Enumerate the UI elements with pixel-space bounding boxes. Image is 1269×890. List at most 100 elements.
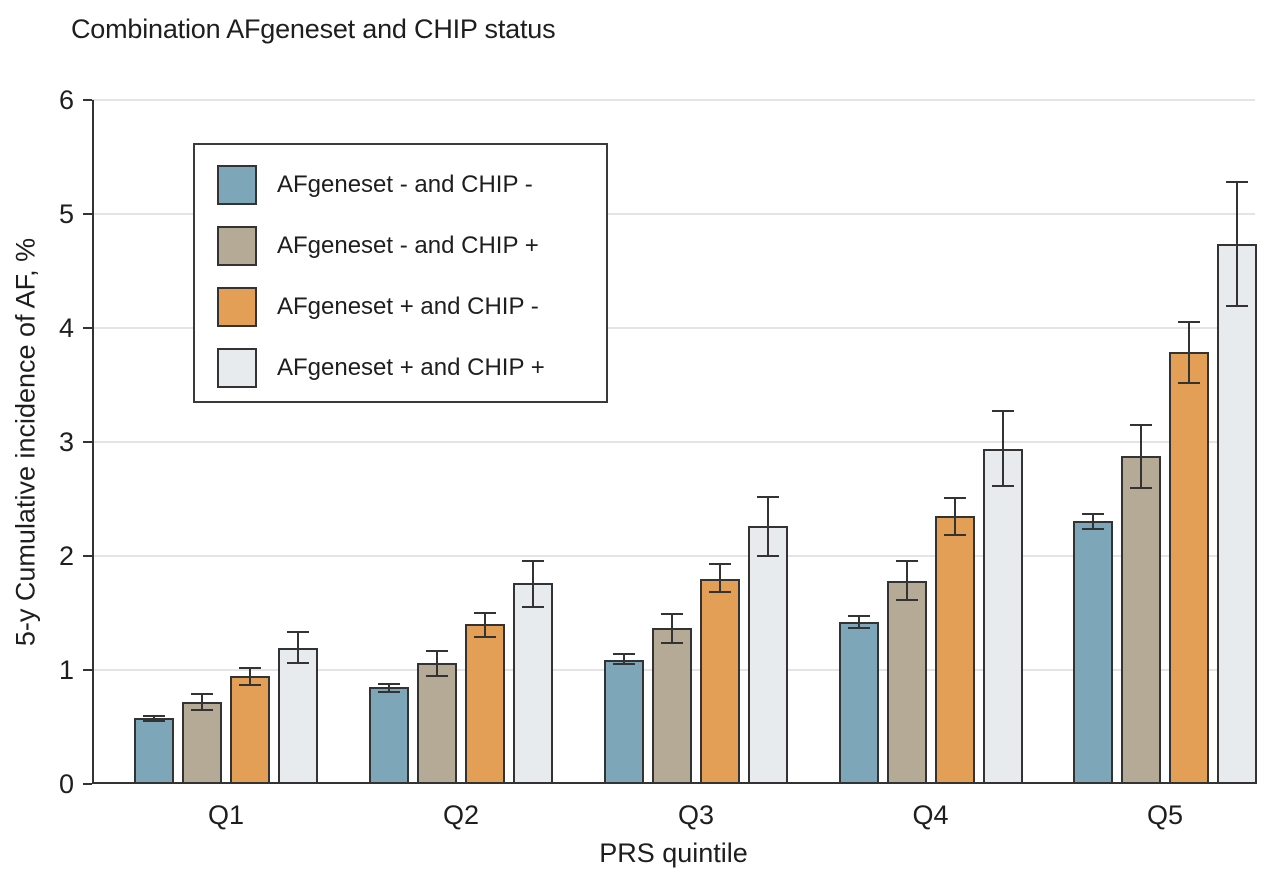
x-tick-label: Q2: [442, 800, 480, 830]
gridline: [92, 99, 1255, 101]
legend-label: AFgeneset + and CHIP -: [277, 293, 539, 320]
bar-Q4-s1: [838, 622, 879, 784]
error-bar-line: [671, 614, 673, 643]
error-bar-line: [532, 560, 534, 608]
y-tick-label: 1: [58, 655, 74, 685]
bar-Q4-s4: [982, 448, 1023, 784]
error-bar-cap: [943, 496, 966, 499]
legend-item: AFgeneset + and CHIP +: [195, 348, 606, 388]
error-bar-cap: [426, 674, 448, 677]
error-bar-line: [1001, 411, 1004, 487]
legend: AFgeneset - and CHIP - AFgeneset - and CH…: [193, 143, 608, 403]
bar-Q4-s2: [886, 581, 927, 784]
bar-Q2-s1: [369, 687, 409, 784]
error-bar-cap: [1178, 321, 1200, 324]
error-bar-line: [719, 563, 721, 593]
error-bar-cap: [757, 495, 779, 498]
y-tick-mark: [83, 669, 92, 671]
error-bar-cap: [191, 692, 213, 695]
bar-Q3-s2: [652, 627, 692, 784]
bar-Q3-s4: [748, 526, 788, 784]
y-tick-mark: [83, 783, 92, 785]
error-bar-cap: [613, 653, 635, 656]
y-tick-label: 4: [58, 313, 74, 343]
error-bar-line: [1140, 424, 1142, 488]
y-tick-mark: [83, 441, 92, 443]
bar-Q3-s1: [604, 659, 644, 784]
error-bar-cap: [943, 534, 966, 537]
error-bar-line: [249, 667, 251, 685]
bar-Q2-s2: [417, 663, 457, 784]
bar-Q4-s3: [934, 516, 975, 784]
bar-Q1-s1: [134, 717, 174, 784]
error-bar-line: [905, 560, 908, 601]
bar-Q5-s2: [1121, 455, 1161, 784]
legend-item: AFgeneset - and CHIP +: [195, 226, 606, 266]
error-bar-cap: [522, 559, 544, 562]
error-bar-cap: [191, 708, 213, 711]
bar-Q2-s3: [465, 624, 505, 784]
legend-swatch: [217, 348, 257, 388]
legend-swatch: [217, 226, 257, 266]
error-bar-cap: [1226, 305, 1248, 308]
error-bar-cap: [847, 626, 870, 629]
error-bar-line: [857, 616, 860, 628]
bar-Q2-s4: [513, 583, 553, 784]
bar-Q1-s4: [278, 648, 318, 784]
error-bar-cap: [287, 662, 309, 665]
legend-label: AFgeneset + and CHIP +: [277, 354, 545, 381]
error-bar-cap: [287, 631, 309, 634]
error-bar-cap: [1082, 527, 1104, 530]
error-bar-cap: [1130, 423, 1152, 426]
error-bar-cap: [474, 612, 496, 614]
legend-swatch: [217, 165, 257, 205]
y-tick-label: 0: [58, 769, 74, 799]
error-bar-cap: [895, 599, 918, 602]
error-bar-line: [1092, 513, 1094, 529]
error-bar-cap: [1130, 486, 1152, 489]
chart-title: Combination AFgeneset and CHIP status: [71, 14, 556, 44]
error-bar-cap: [991, 410, 1014, 413]
gridline: [92, 327, 1255, 329]
y-tick-label: 6: [58, 85, 74, 115]
error-bar-cap: [757, 555, 779, 557]
bar-Q5-s3: [1169, 351, 1209, 784]
y-tick-label: 5: [58, 199, 74, 229]
error-bar-line: [201, 693, 203, 710]
error-bar-cap: [378, 690, 400, 693]
y-tick-mark: [83, 99, 92, 101]
x-tick-label: Q4: [912, 800, 949, 830]
error-bar-cap: [1082, 512, 1104, 515]
x-axis-label: PRS quintile: [599, 838, 748, 868]
error-bar-cap: [991, 485, 1014, 488]
error-bar-cap: [661, 613, 683, 616]
error-bar-cap: [1178, 381, 1200, 384]
error-bar-line: [1236, 182, 1238, 307]
gridline: [92, 213, 1255, 215]
x-tick-label: Q3: [677, 800, 715, 830]
y-tick-mark: [83, 555, 92, 557]
legend-label: AFgeneset - and CHIP -: [277, 171, 533, 198]
error-bar-cap: [239, 666, 261, 669]
error-bar-line: [767, 496, 769, 556]
legend-swatch: [217, 287, 257, 327]
error-bar-cap: [709, 591, 731, 594]
error-bar-cap: [143, 720, 165, 723]
error-bar-line: [1188, 322, 1190, 383]
error-bar-cap: [661, 641, 683, 644]
error-bar-cap: [426, 649, 448, 652]
error-bar-line: [436, 650, 438, 676]
error-bar-cap: [143, 714, 165, 717]
error-bar-line: [953, 497, 956, 536]
error-bar-line: [153, 715, 155, 722]
legend-item: AFgeneset - and CHIP -: [195, 165, 606, 205]
legend-item: AFgeneset + and CHIP -: [195, 287, 606, 327]
x-tick-label: Q5: [1146, 800, 1184, 830]
bar-Q3-s3: [700, 578, 740, 784]
bar-Q1-s3: [230, 675, 270, 784]
bar-Q1-s2: [182, 701, 222, 784]
gridline: [92, 441, 1255, 443]
bar-Q5-s4: [1217, 243, 1257, 784]
bar-Q5-s1: [1073, 520, 1113, 784]
